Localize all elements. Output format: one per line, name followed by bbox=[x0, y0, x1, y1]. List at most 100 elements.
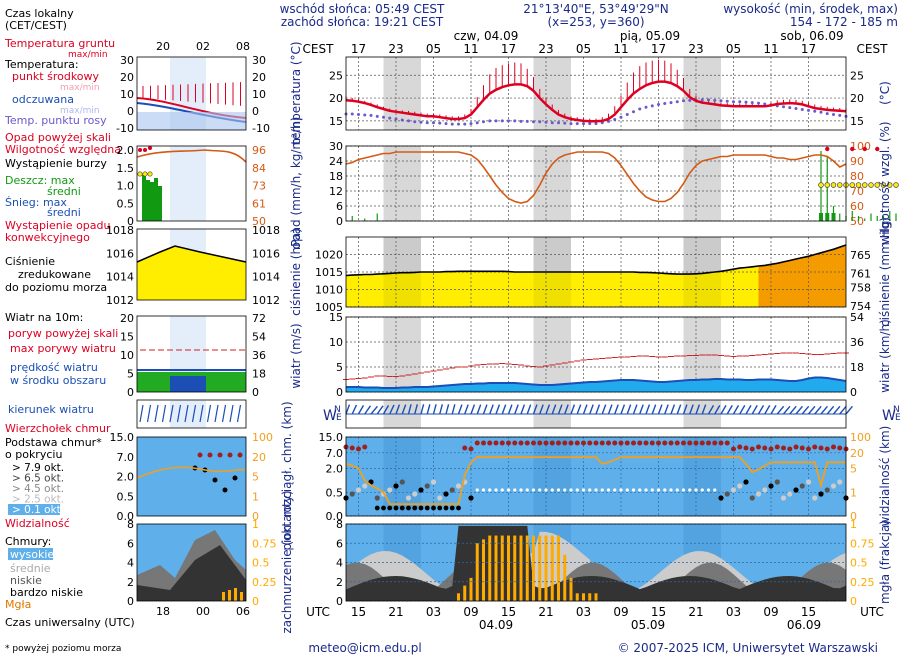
cloud-top-dot bbox=[756, 444, 761, 450]
conv-marker bbox=[886, 182, 893, 188]
mini-wind-arrow bbox=[206, 404, 212, 423]
mini-cloud-top bbox=[197, 452, 203, 458]
wind-arrow bbox=[789, 405, 797, 415]
dew-point bbox=[469, 122, 473, 126]
pressure-line bbox=[345, 244, 847, 277]
cloud-base-dot bbox=[631, 488, 636, 492]
dew-point bbox=[475, 121, 479, 125]
mini-pressure-line bbox=[136, 245, 247, 263]
cloud-base-dot bbox=[494, 488, 498, 492]
dew-point bbox=[582, 122, 585, 126]
fog-bar bbox=[594, 593, 598, 601]
fog-bar bbox=[488, 535, 492, 601]
legend-top-tick: 08 bbox=[236, 40, 250, 53]
compass-w: W bbox=[323, 408, 337, 424]
mini-fog-bar bbox=[222, 592, 225, 601]
dew-point bbox=[357, 112, 360, 116]
visibility-line bbox=[345, 456, 846, 505]
mini-cloud-top bbox=[237, 452, 243, 458]
mini-rain-bar bbox=[154, 178, 158, 221]
cloud-top-dot bbox=[662, 440, 668, 446]
cloud-base-dot bbox=[513, 488, 517, 492]
cloud-base-dot bbox=[694, 488, 698, 492]
mini-tick-label: 1.5 bbox=[117, 162, 135, 175]
mini-wind-area-2 bbox=[170, 376, 206, 392]
pressure-high-area bbox=[758, 245, 846, 307]
dew-point bbox=[763, 102, 767, 106]
cest-hour-label: 05 bbox=[726, 42, 741, 56]
wind-arrow bbox=[820, 405, 828, 415]
wind-arrow bbox=[639, 404, 644, 415]
dew-point bbox=[838, 113, 842, 117]
mini-tick-label: 1014 bbox=[106, 271, 134, 284]
cloud-base-low-dot bbox=[456, 505, 461, 511]
cloud-top-dot bbox=[487, 440, 493, 446]
cloud-base-dot bbox=[506, 488, 511, 492]
wind-arrow bbox=[482, 404, 488, 415]
cloud-base-dot bbox=[799, 483, 805, 489]
cloud-base-low-dot bbox=[443, 505, 449, 511]
tick-label: 1005 bbox=[315, 301, 343, 314]
cloud-top-dot bbox=[474, 440, 480, 446]
dew-point bbox=[444, 122, 448, 126]
wind-arrow bbox=[676, 404, 682, 415]
cloud-top-dot bbox=[593, 440, 599, 446]
conv-marker bbox=[855, 182, 862, 188]
wind-arrow bbox=[739, 404, 746, 415]
wind-arrow bbox=[614, 404, 619, 415]
legend-soil-sub: max/min bbox=[68, 50, 108, 60]
cloud-base-dot bbox=[588, 488, 592, 492]
wind-arrow bbox=[776, 405, 785, 415]
cloud-base-dot bbox=[650, 488, 654, 492]
mini-bg-cloud bbox=[137, 437, 246, 516]
mini-tick-label: 5 bbox=[252, 471, 259, 484]
cloud-base-dot bbox=[481, 488, 486, 492]
dew-point bbox=[738, 100, 742, 104]
dew-point bbox=[594, 122, 598, 126]
mini-fog-bar bbox=[240, 592, 243, 601]
dew-point bbox=[794, 107, 798, 111]
cest-label-left: CEST bbox=[303, 42, 335, 56]
wind-arrow bbox=[576, 404, 582, 415]
wind-arrow bbox=[607, 404, 613, 415]
cloud-base-dot bbox=[669, 488, 673, 492]
wind-arrow bbox=[795, 405, 803, 415]
wind-arrow bbox=[651, 404, 657, 415]
wind-arrow bbox=[770, 404, 777, 415]
cloud-base-dot bbox=[355, 487, 362, 493]
cloud-base-dot bbox=[538, 488, 542, 492]
legend-cl-vlow: bardzo niskie bbox=[10, 586, 83, 599]
cloud-top-dot bbox=[737, 444, 743, 450]
wind-arrow bbox=[507, 404, 513, 415]
mini-tick-label: 0.5 bbox=[252, 557, 270, 570]
cloud-base-dot bbox=[700, 488, 704, 492]
mini-tick-label: 30 bbox=[120, 54, 134, 67]
cest-hour-label: 17 bbox=[801, 42, 816, 56]
wind-arrow bbox=[539, 404, 544, 415]
mini-frame bbox=[136, 228, 247, 301]
temp-mid-line bbox=[345, 80, 847, 123]
mini-tick-label: 1016 bbox=[106, 247, 134, 260]
cloud-base-dot bbox=[818, 491, 824, 497]
dew-point bbox=[557, 121, 560, 125]
legend-cloud-top: Wierzchołek chmur bbox=[5, 422, 111, 435]
wind-arrow bbox=[764, 404, 771, 415]
wind-arrow bbox=[426, 404, 431, 415]
tick-label: 15 bbox=[850, 115, 864, 128]
cloud-top-dot bbox=[831, 444, 836, 450]
fog-bar bbox=[463, 585, 467, 601]
mini-tick-label: 18 bbox=[252, 368, 266, 381]
cloud-base-dot bbox=[768, 483, 774, 489]
wind-arrow bbox=[395, 404, 401, 415]
footer: meteo@icm.edu.pl © 2007-2025 ICM, Uniwer… bbox=[308, 641, 878, 655]
footer-email[interactable]: meteo@icm.edu.pl bbox=[308, 641, 421, 655]
utc-hour-label: 03 bbox=[576, 605, 591, 619]
mini-humidity-line bbox=[136, 149, 247, 163]
cloud-base-dot bbox=[737, 483, 743, 489]
legend-cl-mid: średnie bbox=[10, 562, 51, 575]
dew-point bbox=[807, 108, 810, 112]
cloud-base-low-dot bbox=[412, 505, 418, 511]
storm-marker bbox=[862, 146, 867, 152]
cloud-base-dot bbox=[531, 488, 536, 492]
